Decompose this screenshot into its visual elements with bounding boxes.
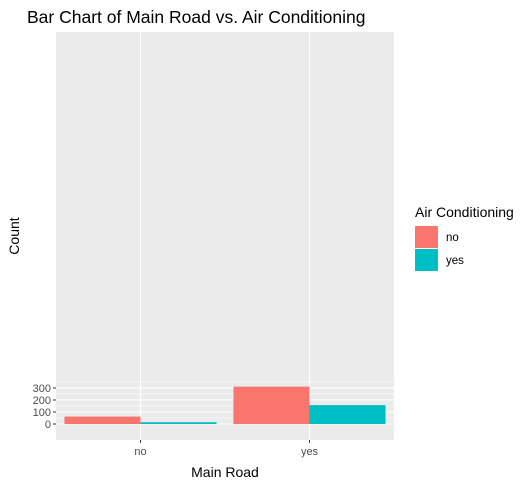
y-tick-label: 200: [33, 395, 51, 407]
legend-key-no: [415, 226, 438, 248]
y-tick-label: 0: [45, 419, 51, 431]
x-tick-label: yes: [301, 446, 319, 458]
legend-title: Air Conditioning: [415, 204, 514, 220]
bar-no-yes: [140, 422, 217, 424]
y-tick-label: 300: [33, 383, 51, 395]
chart-title: Bar Chart of Main Road vs. Air Condition…: [27, 7, 366, 27]
bar-yes-no: [233, 386, 310, 424]
bar-no-no: [64, 416, 141, 424]
legend-label-yes: yes: [446, 255, 464, 267]
bars: [64, 386, 386, 424]
x-axis-title: Main Road: [191, 464, 259, 480]
x-tick-label: no: [134, 446, 146, 458]
legend: Air Conditioning no yes: [415, 204, 514, 271]
legend-entries: no yes: [415, 226, 464, 271]
plot-panel: [56, 32, 394, 440]
y-tick-label: 100: [33, 407, 51, 419]
x-axis: no yes: [134, 440, 319, 458]
y-axis-title: Count: [6, 217, 22, 254]
legend-key-yes: [415, 249, 438, 271]
bar-yes-yes: [309, 405, 386, 424]
legend-label-no: no: [446, 232, 459, 244]
